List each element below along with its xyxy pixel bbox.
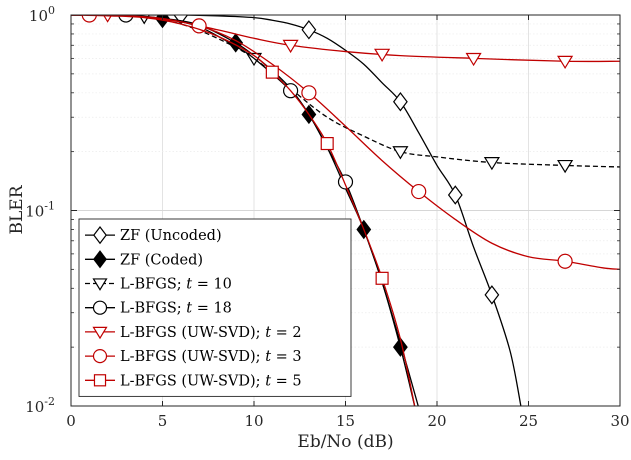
legend-marker (93, 250, 107, 269)
series-line (71, 15, 522, 406)
ticks (70, 14, 621, 407)
data-point (557, 55, 574, 70)
legend-item: L-BFGS (UW-SVD); t = 2 (85, 325, 302, 341)
legend-label: L-BFGS (UW-SVD); t = 2 (120, 325, 302, 341)
legend-marker (92, 349, 108, 364)
data-point (301, 20, 317, 40)
legend-marker (92, 300, 108, 315)
data-point (447, 185, 463, 205)
legend-item: L-BFGS (UW-SVD); t = 3 (85, 349, 302, 365)
data-point (557, 253, 573, 269)
legend-marker (92, 326, 108, 340)
series-layer (71, 15, 620, 406)
series-7 (71, 15, 416, 406)
data-point (392, 92, 408, 112)
legend: ZF (Uncoded) ZF (Coded) L-BFGS; t = 10 L-BF… (78, 218, 352, 397)
data-point (392, 146, 409, 160)
x-axis-label: Eb/No (dB) (297, 432, 393, 452)
legend-item: ZF (Coded) (85, 250, 203, 269)
series-6 (71, 15, 620, 270)
data-point (81, 15, 97, 23)
tick-labels: 0 5 10 15 20 25 30 100 10-1 10-2 (25, 4, 629, 430)
legend-item: L-BFGS (UW-SVD); t = 5 (85, 373, 302, 389)
legend-label: L-BFGS; t = 18 (120, 301, 232, 317)
data-point (465, 52, 482, 67)
y-tick-label: 10-2 (25, 395, 55, 416)
legend-item: L-BFGS; t = 10 (85, 277, 232, 293)
legend-label: L-BFGS (UW-SVD); t = 5 (120, 373, 302, 389)
series-5 (71, 15, 620, 70)
legend-marker (93, 225, 107, 245)
legend-label: L-BFGS (UW-SVD); t = 3 (120, 349, 302, 365)
legend-label: L-BFGS; t = 10 (120, 277, 232, 293)
x-tick-label: 30 (610, 412, 629, 430)
x-tick-label: 20 (427, 412, 446, 430)
data-point (557, 159, 574, 174)
data-point (483, 157, 500, 171)
legend-item: L-BFGS; t = 18 (85, 300, 232, 317)
legend-label: ZF (Coded) (120, 252, 203, 268)
y-tick-label: 100 (29, 4, 55, 25)
y-axis-label: BLER (7, 184, 27, 234)
data-point (411, 183, 427, 200)
x-tick-label: 0 (66, 412, 76, 430)
legend-item: ZF (Uncoded) (85, 225, 222, 245)
legend-box (78, 218, 352, 397)
data-point (374, 48, 391, 63)
series-line (71, 15, 416, 406)
x-tick-label: 25 (519, 412, 538, 430)
data-point (301, 85, 317, 101)
data-point (282, 39, 299, 54)
x-tick-label: 5 (158, 412, 168, 430)
y-tick-label: 10-1 (25, 200, 55, 221)
x-tick-label: 10 (244, 412, 263, 430)
x-tick-label: 15 (336, 412, 355, 430)
data-point (375, 271, 389, 285)
legend-marker (93, 374, 107, 387)
legend-marker (92, 278, 108, 291)
data-point (320, 137, 334, 151)
data-point (265, 65, 279, 79)
data-point (191, 18, 207, 34)
legend-label: ZF (Uncoded) (120, 228, 222, 244)
data-point (484, 285, 500, 305)
data-point (337, 174, 354, 190)
